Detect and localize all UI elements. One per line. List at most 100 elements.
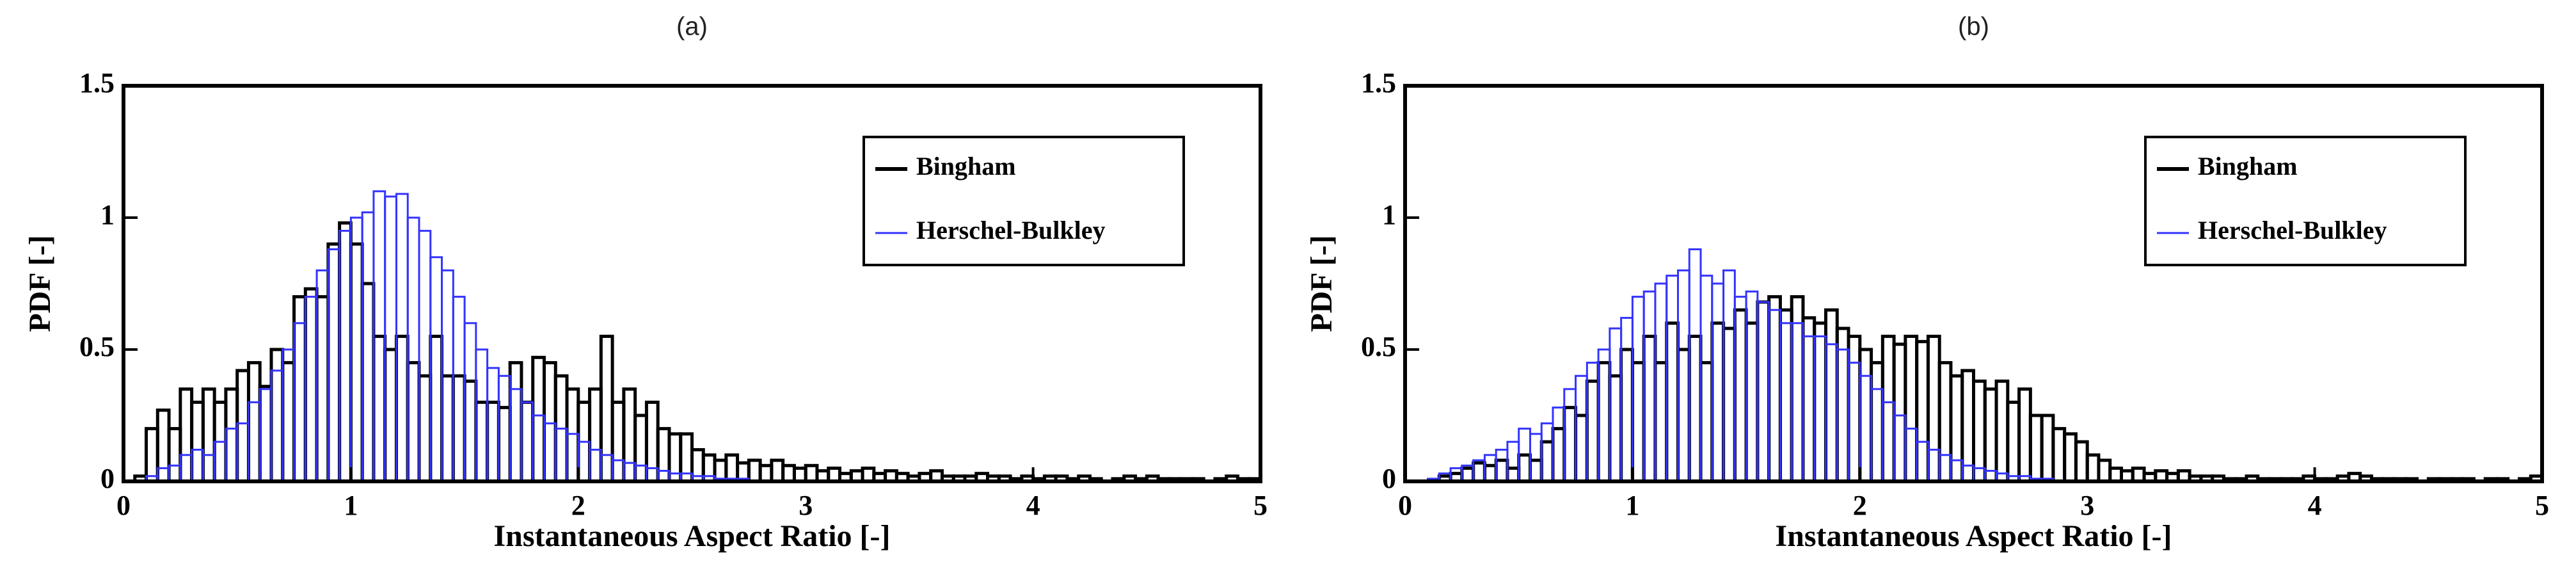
histogram-bar: [1880, 334, 1896, 483]
histogram-bar: [1802, 335, 1816, 483]
histogram-bar: [372, 334, 387, 483]
y-tick-label: 1.5: [1361, 67, 1396, 99]
histogram-bar: [1870, 361, 1884, 483]
histogram-bar: [1756, 300, 1771, 483]
histogram-bar: [1779, 322, 1793, 483]
histogram-bar: [588, 387, 603, 483]
histogram-bar: [1563, 388, 1577, 483]
histogram-bar: [1915, 340, 1930, 483]
histogram-bar: [1688, 248, 1702, 483]
histogram-bar: [611, 459, 625, 483]
histogram-bar: [1892, 342, 1907, 483]
histogram-bar: [451, 374, 466, 483]
histogram-bar: [1973, 467, 1986, 483]
histogram-bar: [532, 414, 545, 483]
histogram-bar: [1483, 463, 1498, 483]
histogram-bar: [1733, 308, 1748, 483]
histogram-bar: [326, 242, 342, 483]
histogram-bar: [634, 464, 648, 483]
histogram-bar: [1813, 321, 1827, 483]
histogram-bar: [770, 458, 785, 483]
histogram-bar: [1858, 348, 1873, 483]
histogram-bar: [246, 361, 262, 483]
x-tick-label: 0: [1398, 490, 1412, 521]
x-tick-label: 3: [2080, 490, 2094, 521]
histogram-bar: [542, 361, 557, 483]
histogram-bar: [599, 334, 614, 483]
y-axis-label: PDF [-]: [1305, 235, 1339, 332]
histogram-bar: [1926, 334, 1941, 483]
x-axis-label: Instantaneous Aspect Ratio [-]: [1775, 519, 2172, 553]
histogram-bar: [1835, 326, 1850, 483]
histogram-bar: [1699, 361, 1714, 483]
x-tick-label: 3: [799, 490, 813, 521]
histogram-bar: [1790, 295, 1805, 483]
y-tick-label: 1.5: [79, 67, 115, 99]
histogram-bar: [1824, 343, 1838, 483]
plot-frame: [1403, 84, 2544, 483]
histogram-bar: [1653, 361, 1669, 483]
histogram-bar: [1961, 464, 1975, 483]
histogram-bar: [235, 369, 250, 483]
histogram-bar: [486, 367, 500, 483]
histogram-bar: [1881, 401, 1895, 483]
histogram-bar: [213, 440, 227, 483]
chart: (b) 0 1 2 3 4 5 0 0.5 1 1.5 Instantaneous Aspect Ra…: [1305, 13, 2549, 553]
histogram-bar: [1949, 374, 1964, 483]
histogram-bar: [508, 361, 523, 483]
histogram-bar: [1972, 379, 1987, 483]
histogram-bar: [1778, 308, 1793, 483]
histogram-bar: [1596, 361, 1612, 483]
histogram-bar: [2097, 458, 2112, 483]
histogram-bar: [520, 400, 535, 483]
histogram-bar: [1630, 361, 1646, 483]
histogram-bar: [1676, 348, 1691, 483]
histogram-bar: [429, 256, 443, 483]
histogram-bar: [258, 388, 273, 483]
histogram-bar: [406, 216, 420, 483]
histogram-bar: [281, 361, 296, 483]
histogram-bar: [440, 374, 455, 483]
histogram-bar: [2040, 414, 2055, 483]
histogram-bar: [2017, 387, 2032, 483]
histogram-bar: [270, 369, 284, 483]
histogram-bar: [600, 454, 614, 483]
histogram-bar: [474, 400, 489, 483]
histogram-bar: [475, 348, 489, 483]
legend-label: Herschel-Bulkley: [916, 216, 1106, 245]
histogram-bar: [1768, 309, 1781, 483]
y-tick-label: 0.5: [79, 331, 115, 362]
y-tick-label: 1: [100, 199, 115, 230]
y-tick-label: 0: [1382, 463, 1396, 494]
histogram-bar: [861, 466, 876, 483]
histogram-bar: [520, 401, 534, 483]
histogram-bar: [168, 464, 182, 483]
histogram-bar: [1506, 440, 1520, 483]
histogram-bar: [565, 387, 580, 483]
x-tick-label: 5: [2535, 490, 2549, 521]
histogram-bar: [2108, 466, 2124, 483]
x-tick-label: 2: [1853, 490, 1867, 521]
histogram-bar: [1983, 387, 1998, 483]
legend-box: [863, 136, 1185, 266]
histogram-bar: [463, 379, 478, 483]
legend-box: [2144, 136, 2467, 266]
histogram-bar: [327, 248, 341, 483]
histogram-bar: [1609, 327, 1623, 483]
histogram-bar: [1938, 454, 1952, 483]
histogram-bar: [724, 453, 740, 483]
legend-label: Bingham: [2198, 152, 2298, 181]
histogram-bar: [1994, 379, 2010, 483]
histogram-bar: [1608, 374, 1623, 483]
histogram-bar: [1790, 322, 1804, 483]
histogram-bar: [644, 400, 660, 483]
y-tick-label: 0: [100, 463, 115, 494]
histogram-bar: [1551, 427, 1566, 483]
x-tick-label: 4: [2308, 490, 2322, 521]
histogram-bar: [1767, 295, 1782, 483]
histogram-bar: [1552, 406, 1566, 483]
histogram-bar: [1517, 453, 1532, 483]
histogram-bar: [497, 406, 512, 483]
histogram-bar: [1904, 428, 1918, 483]
